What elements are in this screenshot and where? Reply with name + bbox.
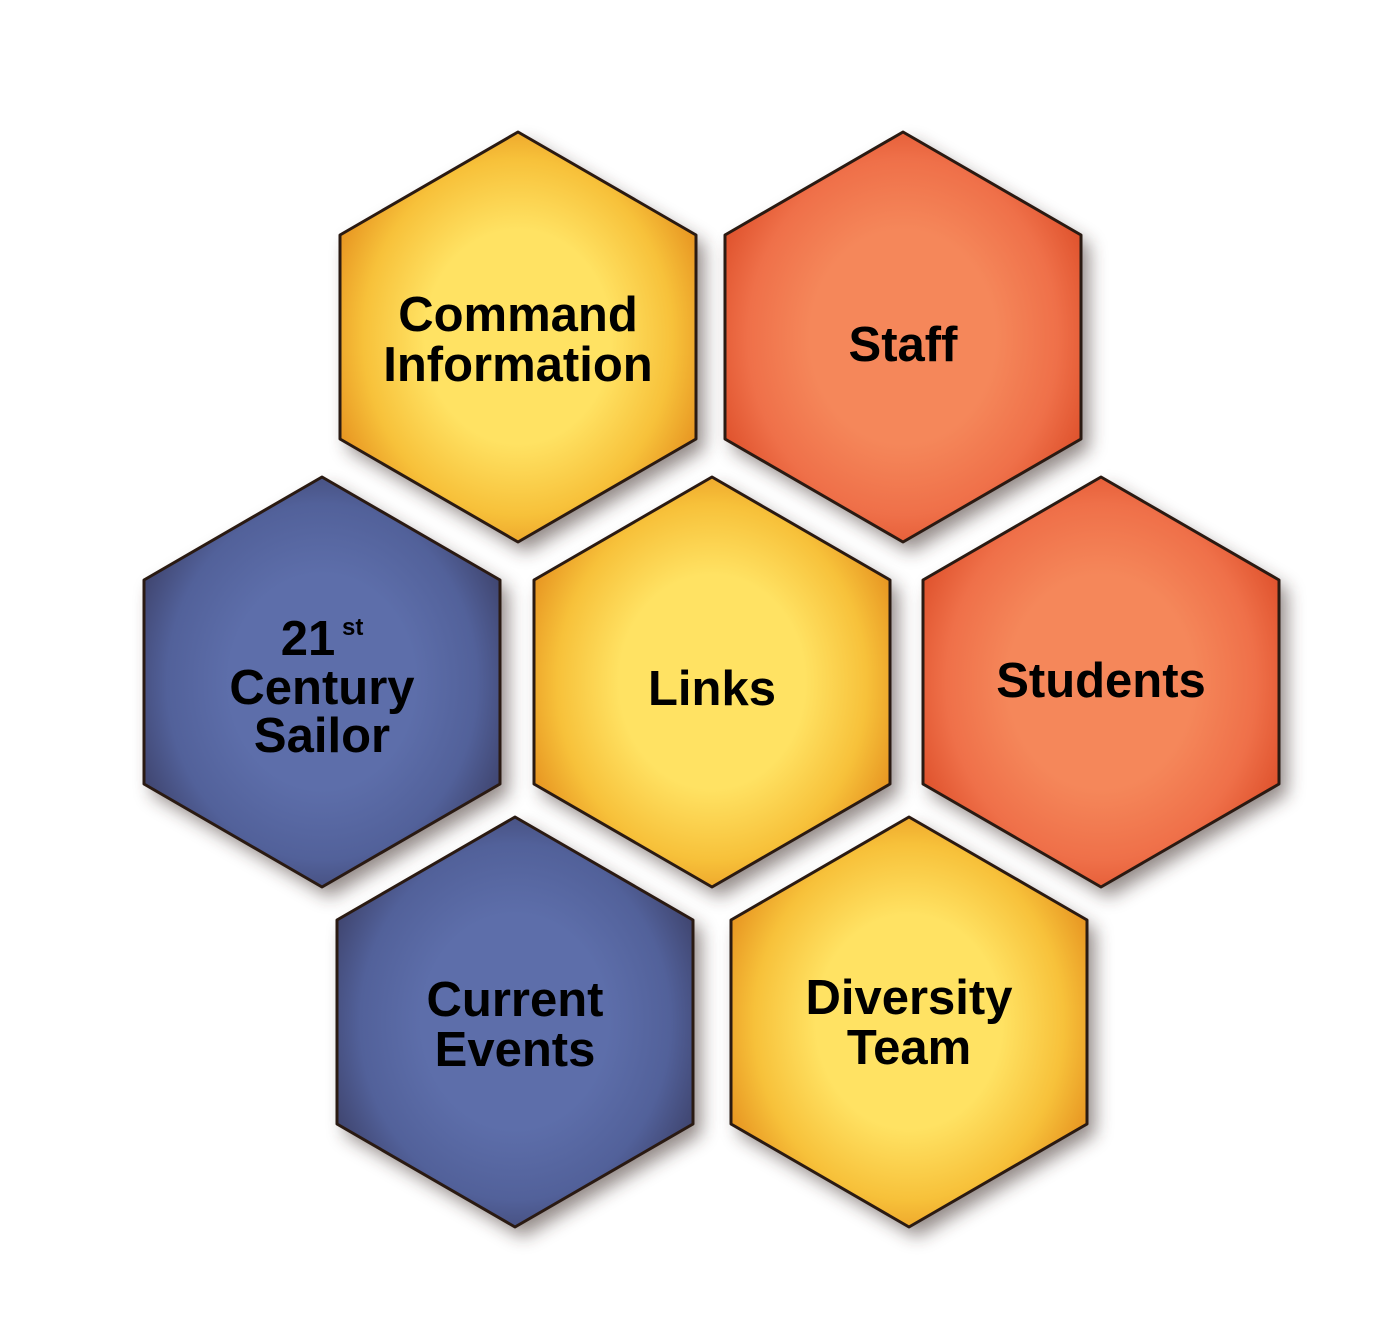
hexagon-tile-staff[interactable]: Staff — [723, 130, 1089, 552]
hexagon-label-command-information-line-1[interactable]: Command — [398, 288, 638, 342]
hexagon-label-diversity-team-line-2[interactable]: Team — [847, 1021, 971, 1075]
hexagon-label-diversity-team-line-1[interactable]: Diversity — [805, 971, 1012, 1025]
hexagon-label-command-information-line-2[interactable]: Information — [383, 338, 652, 392]
hexagon-tile[interactable] — [142, 475, 502, 889]
hexagon-label-current-events-line-2[interactable]: Events — [435, 1023, 596, 1077]
hexagon-tile-links[interactable]: Links — [532, 475, 898, 897]
hexagon-tile[interactable] — [723, 130, 1083, 544]
hexagon-tile[interactable] — [532, 475, 892, 889]
hexagon-label-21st-century-sailor-line-2[interactable]: Century — [229, 661, 414, 715]
hexagon-label-21st-century-sailor-line-1[interactable]: 21 — [281, 612, 336, 666]
hexagon-label-21st-century-sailor-line-3[interactable]: Sailor — [254, 709, 390, 763]
hexagon-label-staff-line-1[interactable]: Staff — [849, 318, 959, 372]
hexagon-tile[interactable] — [335, 815, 695, 1229]
hexagon-tile-students[interactable]: Students — [921, 475, 1287, 897]
hexagon-tile[interactable] — [338, 130, 698, 544]
hexagon-tile[interactable] — [921, 475, 1281, 889]
hexagon-label-current-events-line-1[interactable]: Current — [427, 973, 604, 1027]
hexagon-label-superscript: st — [342, 614, 363, 641]
hexagon-label-students-line-1[interactable]: Students — [996, 654, 1206, 708]
hexagon-label-links-line-1[interactable]: Links — [648, 662, 776, 716]
hexagon-tile[interactable] — [729, 815, 1089, 1229]
